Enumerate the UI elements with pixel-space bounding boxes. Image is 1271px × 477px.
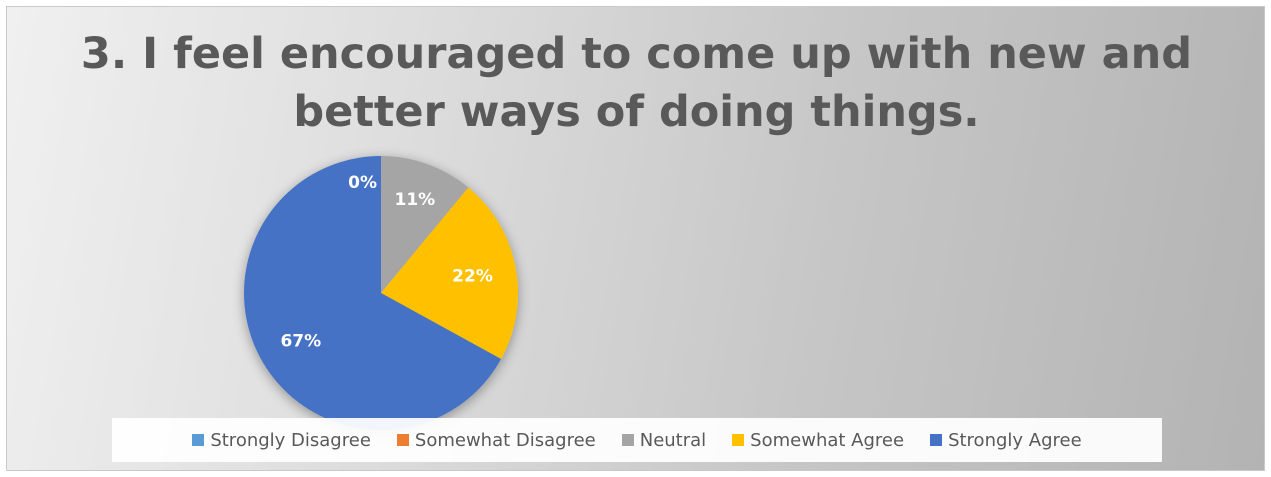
chart-area: 3. I feel encouraged to come up with new… — [6, 6, 1265, 471]
data-label-strongly-agree: 67% — [280, 331, 321, 351]
pie-slice-strongly-agree — [243, 156, 502, 431]
legend-item-neutral: Neutral — [621, 429, 707, 451]
pie-slice-neutral — [381, 156, 469, 293]
legend-swatch — [621, 434, 634, 446]
legend-label: Somewhat Agree — [750, 429, 905, 451]
legend-swatch — [732, 434, 745, 446]
legend-swatch — [192, 434, 205, 446]
data-label-strongly-disagree: 0% — [348, 173, 377, 193]
chart-title: 3. I feel encouraged to come up with new… — [80, 29, 1193, 137]
pie-chart: 0% 11% 22% 67% — [243, 156, 518, 431]
legend-item-somewhat-disagree: Somewhat Disagree — [396, 429, 596, 451]
legend-swatch — [930, 434, 943, 446]
legend-item-somewhat-agree: Somewhat Agree — [732, 430, 904, 451]
legend-label: Strongly Agree — [948, 429, 1082, 451]
legend-item-strongly-disagree: Strongly Disagree — [192, 430, 371, 451]
pie-slice-somewhat-agree — [381, 187, 518, 360]
data-label-somewhat-agree: 22% — [452, 267, 493, 287]
legend-label: Strongly Disagree — [210, 429, 371, 451]
legend-label: Neutral — [639, 429, 707, 451]
legend-item-strongly-agree: Strongly Agree — [930, 430, 1082, 451]
data-label-neutral: 11% — [395, 190, 436, 210]
legend-label: Somewhat Disagree — [414, 429, 596, 451]
legend-swatch — [396, 434, 409, 446]
legend: Strongly Disagree Somewhat Disagree Neutra… — [112, 418, 1162, 462]
